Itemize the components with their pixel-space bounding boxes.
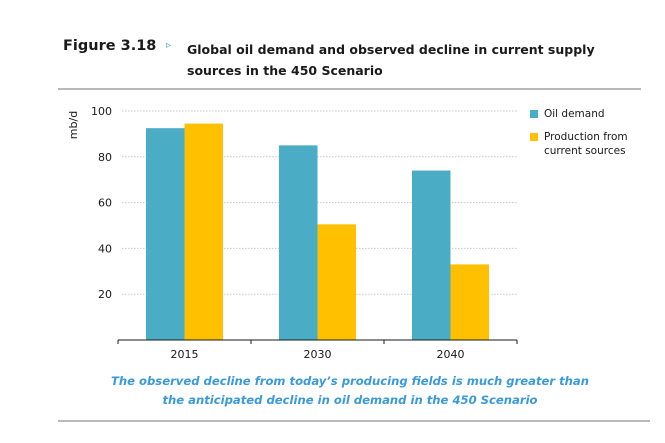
x-tick-label: 2040 [437, 348, 465, 361]
legend-swatch-oil-demand [530, 110, 538, 118]
bar-production-from-current-sources-2040 [450, 264, 489, 340]
top-divider [58, 88, 641, 90]
legend-label: Production from current sources [544, 131, 628, 157]
y-axis-label: mb/d [67, 111, 80, 139]
figure-title: Global oil demand and observed decline i… [187, 42, 595, 78]
figure-caption: The observed decline from today’s produc… [110, 374, 590, 407]
bottom-divider [58, 420, 650, 422]
y-tick-label: 80 [98, 151, 112, 164]
y-tick-label: 100 [91, 105, 112, 118]
triangle-arrow-icon: ▹ [166, 40, 172, 51]
y-tick-label: 40 [98, 242, 112, 255]
legend-item-production: Production from current sources [530, 130, 634, 158]
figure-number: Figure 3.18 [63, 38, 157, 54]
legend-label: Oil demand [544, 108, 605, 120]
x-tick-label: 2030 [304, 348, 332, 361]
legend-item-oil-demand: Oil demand [530, 107, 634, 121]
bar-production-from-current-sources-2030 [317, 224, 356, 340]
bar-oil-demand-2040 [412, 170, 451, 340]
bar-production-from-current-sources-2015 [184, 123, 223, 340]
bar-oil-demand-2030 [279, 145, 318, 340]
x-tick-label: 2015 [171, 348, 199, 361]
legend-swatch-production [530, 133, 538, 141]
y-tick-label: 20 [98, 288, 112, 301]
bar-oil-demand-2015 [146, 128, 185, 340]
legend: Oil demand Production from current sourc… [530, 107, 634, 167]
y-tick-label: 60 [98, 197, 112, 210]
